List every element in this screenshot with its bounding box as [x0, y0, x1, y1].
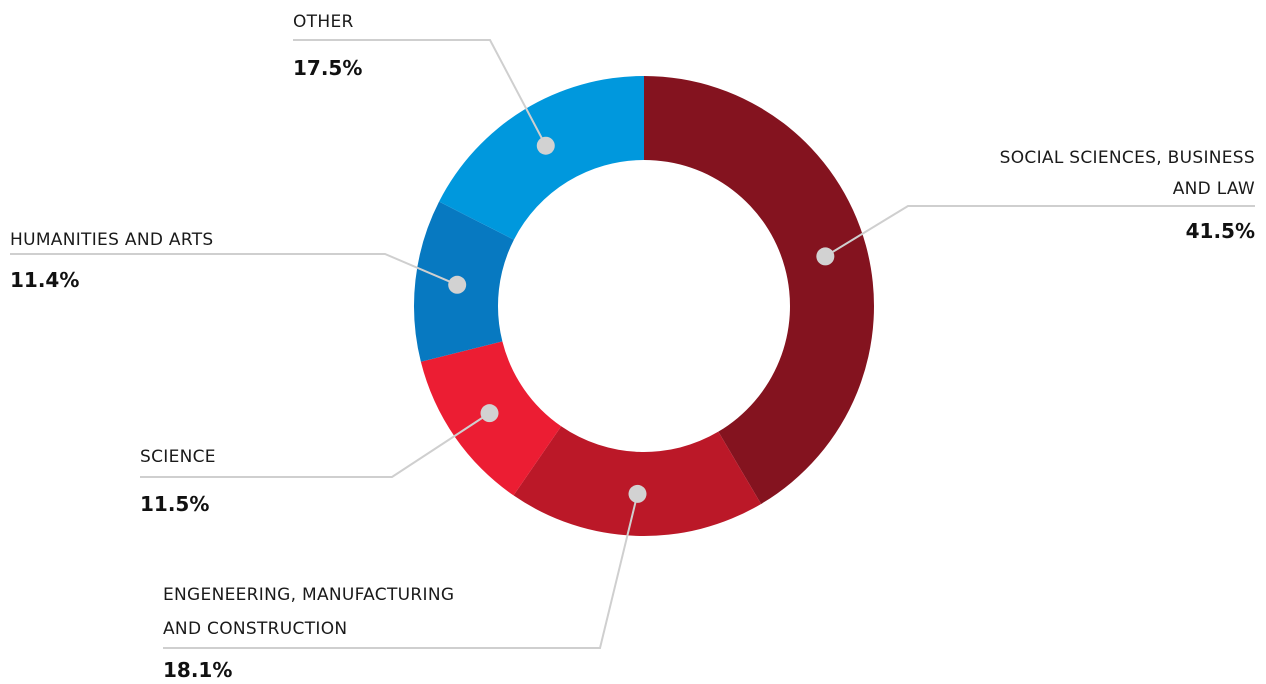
slice-percent-label-4: 17.5% — [293, 56, 362, 80]
slice-category-label-1: AND CONSTRUCTION — [163, 619, 347, 639]
donut-slices — [414, 76, 874, 536]
leader-line-2 — [140, 412, 491, 478]
slice-marker-dot-4 — [536, 136, 555, 155]
donut-slice-0 — [644, 76, 874, 504]
slice-category-label-0: SOCIAL SCIENCES, BUSINESS — [1000, 148, 1255, 168]
leader-lines — [10, 39, 1255, 649]
leader-line-1 — [163, 493, 639, 649]
slice-category-label-1: ENGENEERING, MANUFACTURING — [163, 585, 454, 605]
slice-labels: SOCIAL SCIENCES, BUSINESS AND LAW 41.5% ENG… — [10, 12, 1255, 682]
slice-percent-label-0: 41.5% — [1186, 219, 1255, 243]
leader-line-0 — [824, 205, 1255, 258]
slice-percent-label-2: 11.5% — [140, 492, 209, 516]
slice-category-label-3: HUMANITIES AND ARTS — [10, 230, 214, 250]
slice-percent-label-1: 18.1% — [163, 658, 232, 682]
donut-slice-4 — [439, 76, 644, 240]
donut-slice-1 — [513, 426, 762, 536]
slice-marker-dot-0 — [816, 247, 835, 266]
slice-category-label-0: AND LAW — [1173, 179, 1255, 199]
leader-line-4 — [293, 39, 547, 147]
slice-marker-dot-3 — [448, 275, 467, 294]
slice-category-label-4: OTHER — [293, 12, 354, 32]
slice-marker-dot-2 — [480, 404, 499, 423]
slice-marker-dot-1 — [628, 484, 647, 503]
slice-category-label-2: SCIENCE — [140, 447, 216, 467]
slice-percent-label-3: 11.4% — [10, 268, 79, 292]
leader-line-3 — [10, 253, 458, 286]
